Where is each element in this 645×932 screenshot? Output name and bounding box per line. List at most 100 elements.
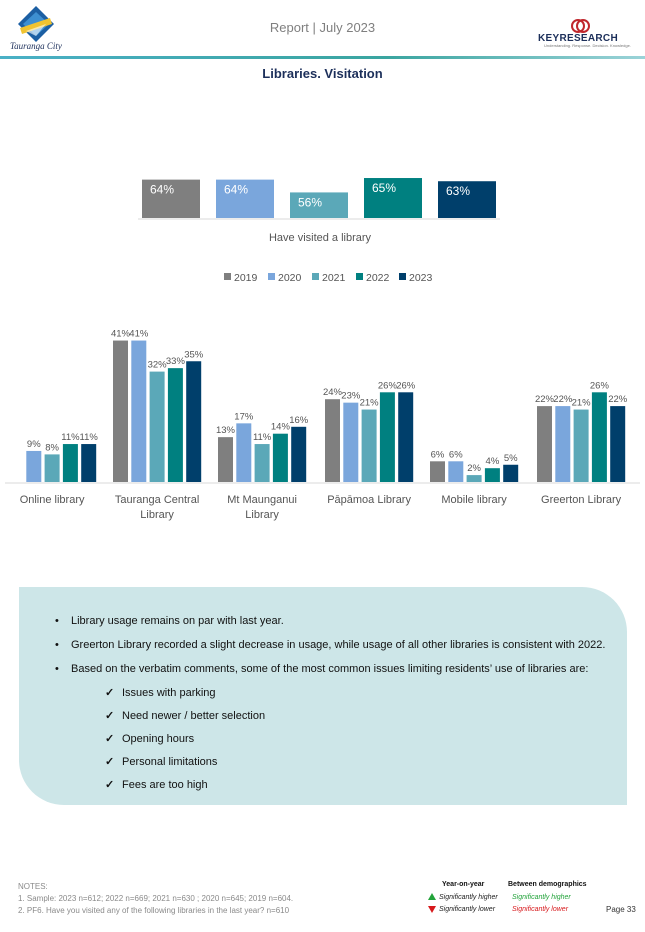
bar-5-2019: [430, 461, 445, 482]
yoy-heading: Year-on-year: [442, 881, 485, 888]
data-label-3-2021: 11%: [253, 432, 272, 443]
summary-list: Library usage remains on par with last y…: [55, 614, 625, 801]
data-label-4-2020: 23%: [341, 391, 361, 402]
bar-6-2021: [573, 409, 589, 482]
bar-2-2021: [149, 371, 165, 482]
data-label-6-2019: 22%: [535, 394, 555, 405]
bar-3-2019: [218, 437, 233, 482]
bar-1-2021: [44, 454, 60, 482]
notes: NOTES: 1. Sample: 2023 n=612; 2022 n=669…: [18, 881, 293, 917]
legend-label-2023: 2023: [409, 272, 433, 284]
category-label: Pāpāmoa Library: [327, 494, 411, 506]
data-label-5-2022: 4%: [486, 456, 500, 467]
data-label-5-2019: 6%: [431, 449, 445, 460]
report-title: Report | July 2023: [269, 20, 376, 35]
data-label-1-2022: 11%: [61, 432, 80, 443]
bar-4-2020: [343, 402, 359, 482]
issues-list: Issues with parking Need newer / better …: [105, 686, 625, 792]
category-label: Online library: [20, 494, 85, 506]
data-label-5-2023: 5%: [504, 453, 518, 464]
issue-item: Opening hours: [105, 732, 625, 746]
up-arrow-icon: [428, 893, 436, 900]
bar-1-2022: [62, 444, 78, 482]
keyresearch-logo-icon: [571, 19, 590, 33]
bar-6-2020: [555, 406, 571, 482]
bar-4-2023: [398, 392, 414, 482]
legend-label-2022: 2022: [366, 272, 390, 284]
legend-label-2021: 2021: [322, 272, 346, 284]
page-title: Libraries. Visitation: [262, 66, 383, 81]
note-item: 2. PF6. Have you visited any of the foll…: [18, 906, 290, 915]
bar-1-2023: [81, 444, 97, 482]
category-label: Greerton Library: [541, 494, 622, 506]
bar-visited-2020: [216, 179, 274, 218]
data-label-6-2022: 26%: [590, 380, 610, 391]
data-label-2-2020: 41%: [129, 329, 149, 340]
keyresearch-tagline: Understanding. Response. Decision. Knowl…: [544, 43, 631, 48]
keyresearch-logo: [536, 18, 630, 48]
data-label-1-2023: 11%: [80, 432, 99, 443]
bar-2-2023: [186, 361, 202, 482]
demo-higher: Significantly higher: [512, 894, 571, 901]
bar-3-2023: [291, 426, 307, 482]
data-label-6-2020: 22%: [553, 394, 573, 405]
data-label-4-2023: 26%: [396, 380, 416, 391]
page-number: Page 33: [606, 905, 636, 914]
legend-label-2020: 2020: [278, 272, 302, 284]
bar-6-2019: [537, 406, 552, 482]
summary-bullet: Library usage remains on par with last y…: [55, 614, 625, 628]
bar-visited-2022: [364, 178, 422, 218]
data-label-5-2021: 2%: [467, 463, 481, 474]
significance-key: Year-on-year Between demographics Signif…: [428, 881, 603, 917]
data-label-2-2019: 41%: [111, 329, 131, 340]
category-label: Library: [245, 509, 279, 521]
issue-item: Issues with parking: [105, 686, 625, 700]
bar-5-2020: [448, 461, 464, 482]
yoy-lower: Significantly lower: [439, 906, 496, 913]
issue-item: Personal limitations: [105, 755, 625, 769]
bar-2-2022: [167, 368, 183, 482]
bar-3-2020: [236, 423, 252, 482]
data-label-visited-2023: 63%: [446, 184, 470, 198]
legend-swatch-2023: [399, 273, 406, 280]
data-label-visited-2020: 64%: [224, 183, 248, 197]
data-label-3-2019: 13%: [216, 425, 236, 436]
data-label-1-2020: 9%: [27, 439, 41, 450]
issue-item: Fees are too high: [105, 778, 625, 792]
legend-swatch-2022: [356, 273, 363, 280]
bar-2-2019: [113, 340, 128, 482]
tauranga-logo-text: Tauranga City: [10, 41, 62, 51]
bar-visited-2021: [290, 192, 348, 218]
note-item: 1. Sample: 2023 n=612; 2022 n=669; 2021 …: [18, 894, 294, 903]
bar-3-2021: [254, 444, 270, 482]
demo-lower: Significantly lower: [512, 906, 569, 913]
category-label: Tauranga Central: [115, 494, 199, 506]
category-label: Library: [140, 509, 174, 521]
bar-5-2023: [503, 464, 519, 482]
data-label-2-2022: 33%: [166, 356, 186, 367]
tauranga-city-logo: [6, 4, 76, 54]
data-label-6-2021: 21%: [572, 398, 592, 409]
bar-3-2022: [272, 433, 288, 482]
bar-4-2021: [361, 409, 377, 482]
data-label-1-2021: 8%: [45, 442, 59, 453]
data-label-3-2023: 16%: [289, 415, 309, 426]
data-label-visited-2021: 56%: [298, 195, 322, 209]
bar-visited-2023: [438, 181, 496, 218]
down-arrow-icon: [428, 906, 436, 913]
bar-1-2020: [26, 450, 42, 482]
legend-swatch-2020: [268, 273, 275, 280]
summary-bullet: Based on the verbatim comments, some of …: [55, 662, 625, 676]
bar-5-2021: [466, 475, 482, 482]
data-label-visited-2019: 64%: [150, 183, 174, 197]
tauranga-logo-icon: [18, 6, 54, 42]
bar-2-2020: [131, 340, 147, 482]
category-label: Mobile library: [441, 494, 507, 506]
data-label-visited-2022: 65%: [372, 181, 396, 195]
data-label-2-2023: 35%: [184, 349, 204, 360]
legend-swatch-2021: [312, 273, 319, 280]
notes-heading: NOTES:: [18, 882, 48, 891]
data-label-4-2019: 24%: [323, 387, 343, 398]
header-divider: [0, 56, 645, 59]
